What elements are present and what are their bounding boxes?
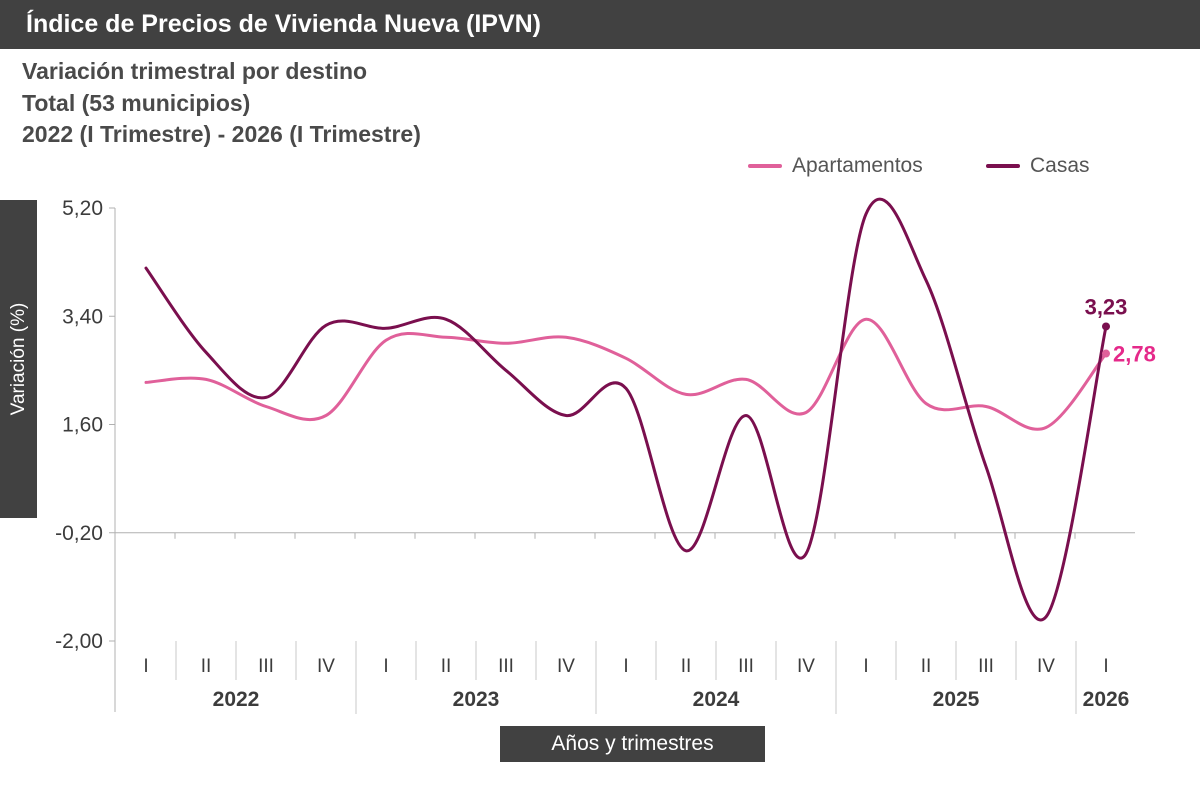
x-quarter-label: IV <box>557 656 575 677</box>
data-label-apartamentos: 2,78 <box>1113 342 1156 367</box>
x-quarter-label: III <box>258 656 274 677</box>
legend-label-apartamentos: Apartamentos <box>792 154 923 177</box>
x-quarter-label: I <box>1103 656 1108 677</box>
x-quarter-label: II <box>201 656 212 677</box>
x-quarter-label: IV <box>1037 656 1055 677</box>
series-line-casas <box>144 197 1108 622</box>
page-title: Índice de Precios de Vivienda Nueva (IPV… <box>26 10 542 38</box>
x-year-label: 2023 <box>453 688 500 711</box>
legend-item-apartamentos: Apartamentos <box>748 154 923 178</box>
chart-subtitle-1: Variación trimestral por destino <box>22 58 368 84</box>
x-year-label: 2026 <box>1083 688 1130 711</box>
y-tick-label: -0,20 <box>55 522 103 545</box>
y-axis-title-box: Variación (%) <box>0 200 37 518</box>
chart-subtitle-3: 2022 (I Trimestre) - 2026 (I Trimestre) <box>22 121 421 147</box>
end-point-apartamentos <box>1102 349 1110 358</box>
y-tick-label: -2,00 <box>55 630 103 653</box>
chart-subtitle-2: Total (53 municipios) <box>22 90 251 116</box>
x-quarter-label: III <box>978 656 994 677</box>
legend-swatch-casas <box>986 164 1020 168</box>
y-tick-label: 3,40 <box>62 305 103 328</box>
data-label-casas: 3,23 <box>1085 294 1128 319</box>
title-bar: Índice de Precios de Vivienda Nueva (IPV… <box>0 0 1200 49</box>
y-tick-label: 1,60 <box>62 414 103 437</box>
x-year-label: 2025 <box>933 688 980 711</box>
x-quarter-label: II <box>921 656 932 677</box>
x-quarter-label: I <box>863 656 868 677</box>
x-quarter-label: IV <box>797 656 815 677</box>
legend-label-casas: Casas <box>1030 154 1090 177</box>
y-tick-label: 5,20 <box>62 197 103 220</box>
x-quarter-label: II <box>681 656 692 677</box>
x-quarter-label: I <box>143 656 148 677</box>
x-quarter-label: IV <box>317 656 335 677</box>
x-axis-title-box: Años y trimestres <box>500 726 765 762</box>
legend-item-casas: Casas <box>986 154 1090 178</box>
x-year-label: 2022 <box>213 688 260 711</box>
x-quarter-label: I <box>623 656 628 677</box>
legend-swatch-apartamentos <box>748 164 782 168</box>
x-quarter-label: III <box>738 656 754 677</box>
end-point-casas <box>1102 322 1110 331</box>
series-line-apartamentos <box>144 317 1108 431</box>
x-quarter-label: III <box>498 656 514 677</box>
x-axis-title: Años y trimestres <box>551 732 714 755</box>
x-quarter-label: I <box>383 656 388 677</box>
x-year-label: 2024 <box>693 688 740 711</box>
x-quarter-label: II <box>441 656 452 677</box>
